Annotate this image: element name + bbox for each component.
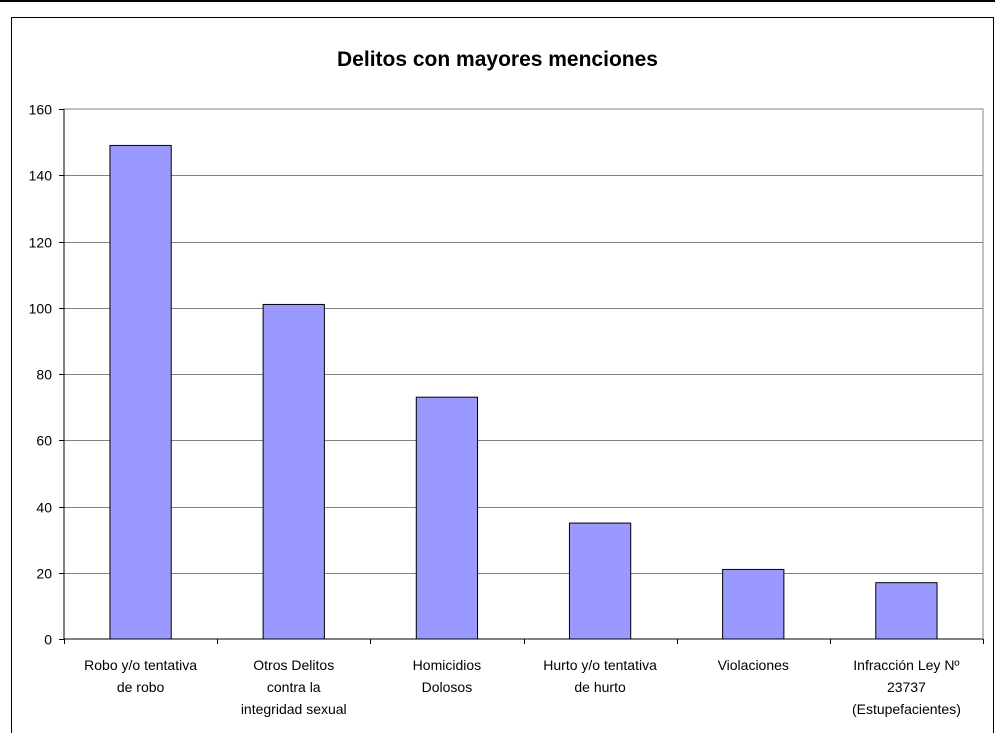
x-tick-label-line: Hurto y/o tentativa (543, 657, 657, 673)
x-tick-label-line: Otros Delitos (253, 657, 334, 673)
x-tick-label: Homicidios Dolosos (413, 657, 481, 695)
y-tick-label: 40 (36, 500, 52, 516)
y-tick-label: 120 (29, 235, 53, 251)
x-tick-label-line: integridad sexual (241, 701, 347, 717)
y-tick-label: 80 (36, 367, 52, 383)
y-tick-label: 140 (29, 168, 53, 184)
x-tick-label-line: (Estupefacientes) (852, 701, 961, 717)
gridlines (64, 175, 983, 574)
x-tick-label: Otros Delitos contra la integridad sexual (241, 657, 347, 717)
top-rule (0, 0, 995, 2)
x-tick-label: Violaciones (718, 657, 789, 673)
bar (262, 303, 325, 640)
x-tick-label-line: Robo y/o tentativa (84, 657, 197, 673)
chart-frame (11, 17, 994, 733)
x-tick-label-line: de robo (117, 679, 165, 695)
x-tick-label-line: Dolosos (422, 679, 473, 695)
y-tick-label: 160 (29, 102, 53, 118)
y-tick-label: 60 (36, 433, 52, 449)
x-tick-label-line: 23737 (887, 679, 926, 695)
bar (415, 396, 479, 640)
y-tick-label: 0 (44, 632, 52, 648)
x-tick-label: Infracción Ley Nº 23737 (Estupefacientes) (852, 657, 961, 717)
y-tick-label: 100 (29, 301, 53, 317)
bar (722, 568, 785, 640)
x-tick-label-line: Infracción Ley Nº (853, 657, 959, 673)
x-axis-ticks: Robo y/o tentativa de robo Otros Delitos co… (64, 639, 984, 717)
bar (568, 522, 632, 640)
x-tick-label-line: Homicidios (413, 657, 481, 673)
chart-title: Delitos con mayores menciones (337, 48, 658, 71)
x-tick-label-line: contra la (267, 679, 321, 695)
y-tick-label: 20 (36, 566, 52, 582)
x-tick-label: Hurto y/o tentativa de hurto (543, 657, 657, 695)
x-tick-label: Robo y/o tentativa de robo (84, 657, 197, 695)
x-tick-label-line: Violaciones (718, 657, 789, 673)
bar (109, 144, 172, 640)
x-tick-label-line: de hurto (574, 679, 626, 695)
y-axis-ticks: 0 20 40 60 80 100 120 140 160 (29, 102, 64, 648)
bar (875, 582, 938, 640)
